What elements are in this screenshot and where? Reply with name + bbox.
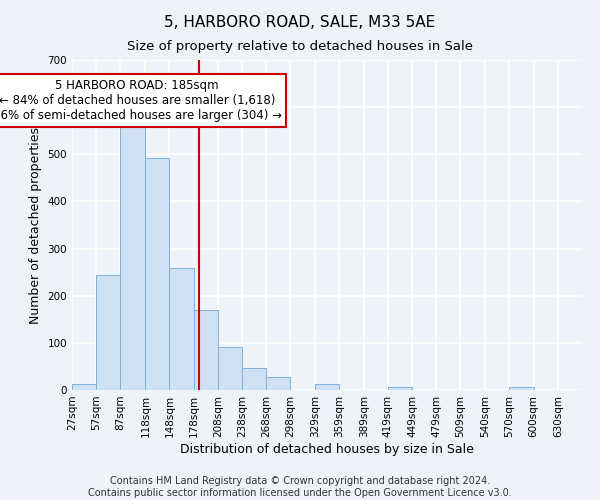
Bar bbox=[96, 274, 121, 390]
Bar bbox=[388, 386, 412, 390]
Bar bbox=[509, 386, 533, 390]
Bar bbox=[145, 158, 169, 390]
Bar bbox=[316, 384, 340, 390]
Bar bbox=[194, 310, 218, 390]
Y-axis label: Number of detached properties: Number of detached properties bbox=[29, 126, 42, 324]
Bar bbox=[242, 368, 266, 390]
Bar bbox=[169, 268, 194, 390]
Text: 5 HARBORO ROAD: 185sqm
← 84% of detached houses are smaller (1,618)
16% of semi-: 5 HARBORO ROAD: 185sqm ← 84% of detached… bbox=[0, 79, 282, 122]
Text: Size of property relative to detached houses in Sale: Size of property relative to detached ho… bbox=[127, 40, 473, 53]
Bar bbox=[121, 120, 145, 390]
Text: Contains HM Land Registry data © Crown copyright and database right 2024.
Contai: Contains HM Land Registry data © Crown c… bbox=[88, 476, 512, 498]
Text: 5, HARBORO ROAD, SALE, M33 5AE: 5, HARBORO ROAD, SALE, M33 5AE bbox=[164, 15, 436, 30]
Bar bbox=[266, 378, 290, 390]
Bar bbox=[218, 347, 242, 390]
Bar bbox=[72, 384, 96, 390]
X-axis label: Distribution of detached houses by size in Sale: Distribution of detached houses by size … bbox=[180, 442, 474, 456]
